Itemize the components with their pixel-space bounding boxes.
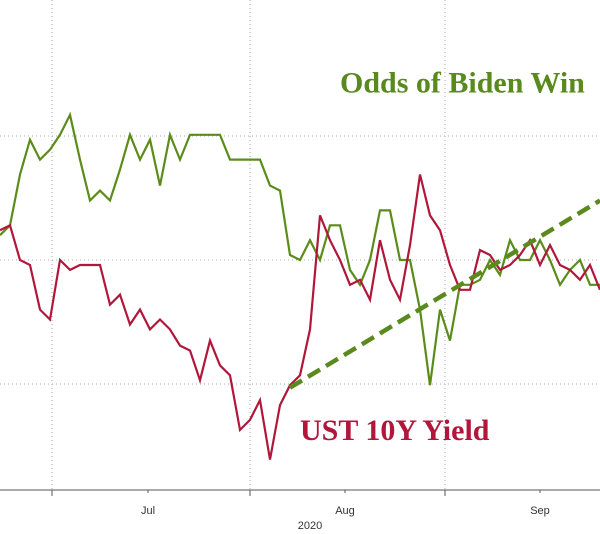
line [0, 174, 600, 460]
line [0, 111, 600, 386]
x-tick-label: Sep [530, 505, 550, 517]
x-axis-label: 2020 [298, 520, 322, 532]
x-tick-label: Jul [141, 505, 155, 517]
annotation: UST 10Y Yield [300, 414, 490, 447]
trendline [288, 198, 600, 390]
x-tick-label: Aug [335, 505, 355, 517]
annotation: Odds of Biden Win [340, 67, 585, 100]
